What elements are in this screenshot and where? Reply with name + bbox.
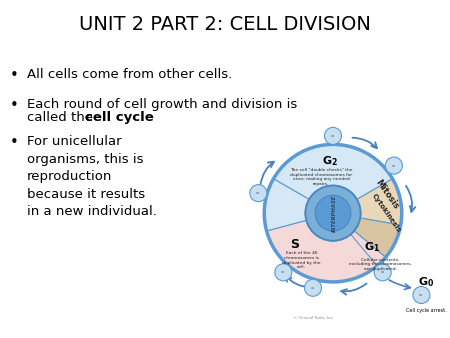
Circle shape: [305, 279, 321, 296]
Wedge shape: [264, 179, 309, 231]
Text: All cells come from other cells.: All cells come from other cells.: [27, 68, 232, 80]
Wedge shape: [351, 231, 386, 266]
Circle shape: [250, 185, 267, 202]
Text: Mitosis: Mitosis: [374, 178, 400, 211]
Circle shape: [324, 127, 342, 144]
Text: UNIT 2 PART 2: CELL DIVISION: UNIT 2 PART 2: CELL DIVISION: [79, 15, 371, 34]
Circle shape: [315, 195, 351, 231]
Text: For unicellular
organisms, this is
reproduction
because it results
in a new indi: For unicellular organisms, this is repro…: [27, 135, 157, 218]
Text: $\mathbf{G_2}$: $\mathbf{G_2}$: [322, 154, 338, 168]
Text: $\mathbf{S}$: $\mathbf{S}$: [290, 238, 300, 251]
Circle shape: [306, 186, 360, 241]
Wedge shape: [357, 179, 402, 225]
Text: $\mathbf{G_0}$: $\mathbf{G_0}$: [418, 275, 434, 289]
Circle shape: [275, 264, 292, 281]
Text: xx: xx: [392, 164, 396, 168]
Text: The cell "double checks" the
duplicated chromosomes for
error, making any needed: The cell "double checks" the duplicated …: [290, 168, 352, 186]
Text: Cellular contents,
excluding the chromosomes,
are duplicated.: Cellular contents, excluding the chromos…: [349, 258, 412, 271]
Text: xx: xx: [419, 293, 423, 297]
Wedge shape: [354, 218, 400, 257]
Wedge shape: [266, 220, 392, 282]
Text: Each round of cell growth and division is: Each round of cell growth and division i…: [27, 98, 297, 111]
Text: •: •: [10, 98, 18, 113]
Text: .: .: [135, 111, 140, 124]
Text: Cell cycle arrest.: Cell cycle arrest.: [406, 308, 446, 313]
Wedge shape: [274, 144, 392, 199]
Text: © Clinical Tools, Inc: © Clinical Tools, Inc: [293, 316, 333, 320]
Text: •: •: [10, 135, 18, 150]
Text: called the: called the: [27, 111, 97, 124]
Text: xx: xx: [311, 286, 315, 290]
Text: xx: xx: [281, 270, 285, 274]
Circle shape: [385, 157, 402, 174]
Text: INTERPHASE: INTERPHASE: [332, 194, 337, 232]
Circle shape: [374, 264, 391, 281]
Text: •: •: [10, 68, 18, 82]
Text: Each of the 46
chromosomes is
duplicated by the
cell.: Each of the 46 chromosomes is duplicated…: [282, 251, 321, 269]
Text: Cytokinesis: Cytokinesis: [371, 193, 402, 234]
Text: xx: xx: [256, 191, 261, 195]
Text: xx: xx: [331, 134, 335, 138]
Text: $\mathbf{G_1}$: $\mathbf{G_1}$: [364, 240, 380, 254]
Text: xx: xx: [381, 270, 385, 274]
Text: cell cycle: cell cycle: [85, 111, 154, 124]
Circle shape: [413, 287, 430, 304]
